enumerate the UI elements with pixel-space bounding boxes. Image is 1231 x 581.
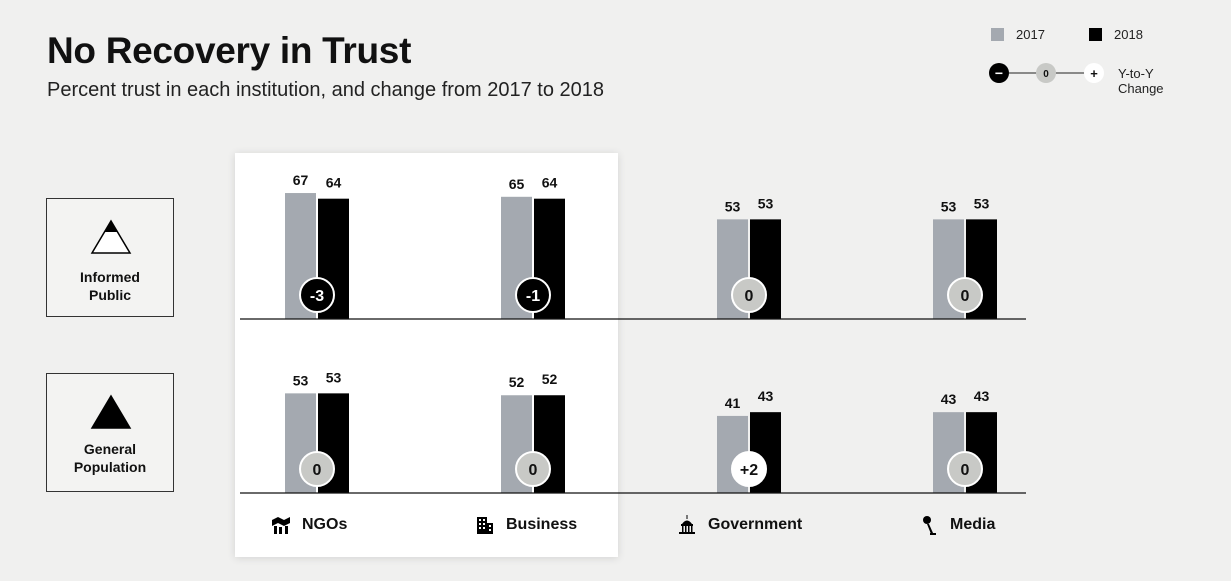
category-label-ngos: NGOs xyxy=(270,514,347,536)
legend-change-label: Y-to-Y Change xyxy=(1118,66,1164,96)
value-label-2018-ngos-p0: 64 xyxy=(326,175,342,191)
category-label-media: Media xyxy=(918,514,995,536)
row-label-informed-line1: Informed xyxy=(80,269,140,285)
category-text-media: Media xyxy=(950,516,996,533)
value-label-2018-ngos-p1: 53 xyxy=(326,369,342,385)
legend-plus-text: + xyxy=(1090,66,1098,81)
legend-label-2018: 2018 xyxy=(1114,27,1143,42)
value-label-2018-media-p1: 43 xyxy=(974,388,990,404)
ngo-hands-icon xyxy=(272,517,290,534)
value-label-2018-business-p0: 64 xyxy=(542,175,558,191)
legend-swatch-2017 xyxy=(991,28,1004,41)
government-capitol-icon xyxy=(679,515,695,534)
legend-minus-text: − xyxy=(995,65,1003,81)
change-bubble-ngos-p1 xyxy=(299,451,335,487)
value-label-2018-media-p0: 53 xyxy=(974,195,990,211)
chart-subtitle: Percent trust in each institution, and c… xyxy=(47,79,605,101)
change-label-government-p1: +2 xyxy=(740,462,758,479)
value-label-2018-government-p1: 43 xyxy=(758,388,774,404)
legend-change-scale: − 0 + xyxy=(989,63,1104,83)
legend-zero-circle xyxy=(1036,63,1056,83)
value-label-2017-media-p0: 53 xyxy=(941,198,957,214)
change-bubble-government-p0 xyxy=(731,277,767,313)
change-label-ngos-p1: 0 xyxy=(313,462,322,479)
legend-plus-circle xyxy=(1084,63,1104,83)
value-label-2017-media-p1: 43 xyxy=(941,391,957,407)
change-label-ngos-p0: -3 xyxy=(310,288,324,305)
row-label-general-line1: General xyxy=(83,441,137,457)
row-box-general-population: General Population xyxy=(46,373,174,492)
change-bubble-government-p1 xyxy=(731,451,767,487)
category-label-government: Government xyxy=(676,514,802,536)
value-label-2017-ngos-p0: 67 xyxy=(293,172,309,188)
change-label-business-p1: 0 xyxy=(529,462,538,479)
value-label-2017-government-p0: 53 xyxy=(725,198,741,214)
change-bubble-business-p0 xyxy=(515,277,551,313)
category-text-government: Government xyxy=(708,516,803,533)
chart-title: No Recovery in Trust xyxy=(47,30,412,71)
value-label-2018-government-p0: 53 xyxy=(758,195,774,211)
change-label-government-p0: 0 xyxy=(745,288,754,305)
category-text-business: Business xyxy=(506,516,578,533)
value-label-2018-business-p1: 52 xyxy=(542,371,558,387)
change-bubble-business-p1 xyxy=(515,451,551,487)
value-label-2017-ngos-p1: 53 xyxy=(293,372,309,388)
change-label-media-p1: 0 xyxy=(961,462,970,479)
business-building-icon xyxy=(477,517,493,534)
category-text-ngos: NGOs xyxy=(302,516,348,533)
informed-public-triangle-icon xyxy=(90,219,132,254)
value-label-2017-business-p0: 65 xyxy=(509,176,525,192)
change-bubble-media-p1 xyxy=(947,451,983,487)
legend-zero-text: 0 xyxy=(1043,69,1049,80)
media-microphone-icon xyxy=(923,516,936,535)
row-label-informed-line2: Public xyxy=(88,287,131,303)
change-bubble-ngos-p0 xyxy=(299,277,335,313)
row-label-general-line2: Population xyxy=(73,459,147,475)
change-label-media-p0: 0 xyxy=(961,288,970,305)
legend-label-2017: 2017 xyxy=(1016,27,1045,42)
change-label-business-p0: -1 xyxy=(526,288,540,305)
legend-swatch-2018 xyxy=(1089,28,1102,41)
category-label-business: Business xyxy=(474,514,577,536)
row-box-informed-public: Informed Public xyxy=(46,198,174,317)
change-bubble-media-p0 xyxy=(947,277,983,313)
legend-minus-circle xyxy=(989,63,1009,83)
value-label-2017-government-p1: 41 xyxy=(725,395,741,411)
general-population-triangle-icon xyxy=(90,394,132,429)
value-label-2017-business-p1: 52 xyxy=(509,374,525,390)
